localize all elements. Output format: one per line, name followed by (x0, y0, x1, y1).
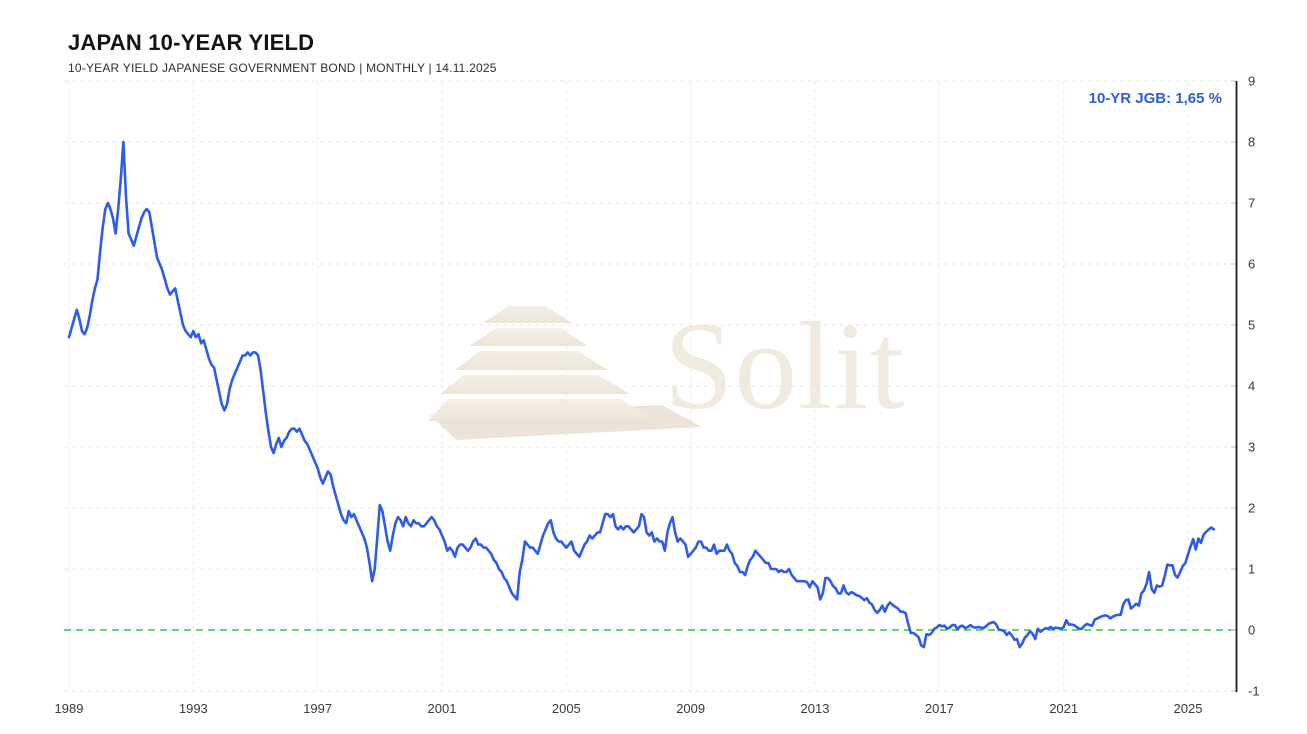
page-title: JAPAN 10-YEAR YIELD (68, 30, 315, 55)
chart-subtitle: 10-YEAR YIELD JAPANESE GOVERNMENT BOND |… (68, 61, 497, 75)
yield-line-series (67, 140, 1216, 649)
series-legend: 10-YR JGB: 1,65 % (1088, 90, 1222, 107)
